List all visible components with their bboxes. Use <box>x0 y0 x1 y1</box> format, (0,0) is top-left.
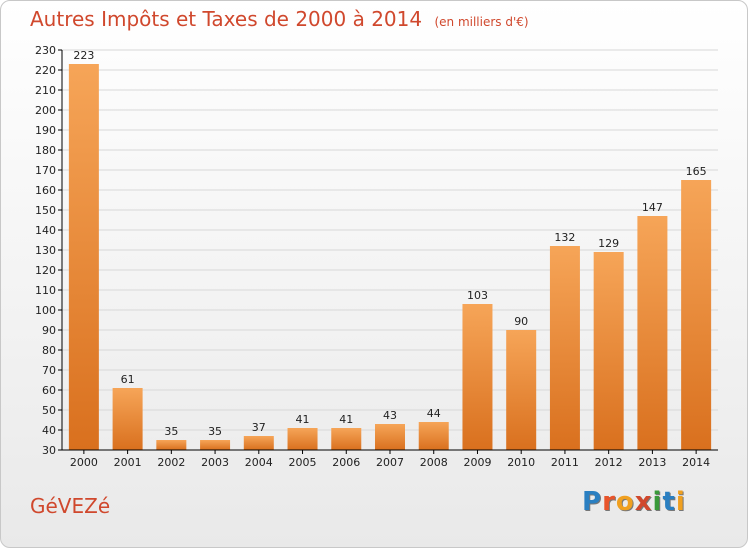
data-label: 37 <box>252 421 266 434</box>
bar <box>200 440 231 450</box>
x-tick-label: 2014 <box>682 456 710 469</box>
axes <box>58 49 718 454</box>
y-tick-label: 190 <box>35 124 56 137</box>
bar <box>375 424 405 450</box>
data-label: 103 <box>467 289 488 302</box>
logo-letter: o <box>615 487 635 517</box>
logo-letter: i <box>652 487 663 517</box>
y-tick-label: 40 <box>42 424 56 437</box>
x-tick-label: 2008 <box>420 456 448 469</box>
y-tick-label: 150 <box>35 204 56 217</box>
chart-subtitle: (en milliers d'€) <box>434 15 529 29</box>
y-tick-label: 160 <box>35 184 56 197</box>
logo-letter: P <box>582 487 603 517</box>
bar <box>418 422 449 450</box>
logo-letter: i <box>675 487 686 517</box>
data-label: 35 <box>208 425 222 438</box>
x-tick-label: 2001 <box>114 456 142 469</box>
y-tick-label: 130 <box>35 244 56 257</box>
data-label: 61 <box>121 373 135 386</box>
proxiti-logo: Proxiti <box>582 487 686 517</box>
bar <box>243 436 274 450</box>
x-tick-label: 2002 <box>157 456 185 469</box>
data-label: 41 <box>296 413 310 426</box>
y-tick-label: 230 <box>35 44 56 57</box>
data-label: 223 <box>73 49 94 62</box>
x-tick-label: 2010 <box>507 456 535 469</box>
y-tick-label: 70 <box>42 364 56 377</box>
x-tick-label: 2005 <box>289 456 317 469</box>
bar <box>549 246 580 450</box>
data-label: 41 <box>339 413 353 426</box>
x-tick-label: 2003 <box>201 456 229 469</box>
x-tick-label: 2000 <box>70 456 98 469</box>
bar <box>593 252 624 450</box>
y-tick-label: 200 <box>35 104 56 117</box>
x-tick-label: 2006 <box>332 456 360 469</box>
bar <box>681 180 712 450</box>
bar <box>331 428 362 450</box>
chart-title: Autres Impôts et Taxes de 2000 à 2014 (e… <box>30 7 529 31</box>
bar <box>112 388 143 450</box>
data-label: 35 <box>164 425 178 438</box>
logo-letter: r <box>602 487 616 517</box>
data-label: 90 <box>514 315 528 328</box>
logo-letter: x <box>634 487 653 517</box>
y-tick-label: 210 <box>35 84 56 97</box>
bar <box>156 440 187 450</box>
x-tick-label: 2013 <box>638 456 666 469</box>
data-label: 43 <box>383 409 397 422</box>
y-tick-label: 50 <box>42 404 56 417</box>
x-tick-label: 2012 <box>595 456 623 469</box>
commune-name: GéVEZé <box>30 494 111 518</box>
y-tick-label: 120 <box>35 264 56 277</box>
logo-letter: t <box>662 487 676 517</box>
y-tick-label: 170 <box>35 164 56 177</box>
bar <box>462 304 493 450</box>
y-tick-label: 220 <box>35 64 56 77</box>
x-tick-label: 2004 <box>245 456 273 469</box>
x-tick-label: 2009 <box>463 456 491 469</box>
data-label: 132 <box>554 231 575 244</box>
bar <box>506 330 537 450</box>
y-tick-label: 100 <box>35 304 56 317</box>
y-tick-label: 30 <box>42 444 56 457</box>
bar <box>637 216 668 450</box>
y-tick-label: 140 <box>35 224 56 237</box>
data-label: 129 <box>598 237 619 250</box>
y-tick-label: 90 <box>42 324 56 337</box>
bar <box>287 428 318 450</box>
y-tick-label: 110 <box>35 284 56 297</box>
x-tick-label: 2011 <box>551 456 579 469</box>
data-label: 147 <box>642 201 663 214</box>
data-label: 44 <box>427 407 441 420</box>
x-tick-label: 2007 <box>376 456 404 469</box>
labels: 30 40 50 60 70 80 90 100 110 120 130 140 150 160 170 18… <box>35 44 710 469</box>
y-tick-label: 180 <box>35 144 56 157</box>
y-tick-label: 80 <box>42 344 56 357</box>
chart-title-text: Autres Impôts et Taxes de 2000 à 2014 <box>30 7 423 31</box>
bar <box>68 64 99 450</box>
data-label: 165 <box>686 165 707 178</box>
y-tick-label: 60 <box>42 384 56 397</box>
bars <box>68 64 712 450</box>
